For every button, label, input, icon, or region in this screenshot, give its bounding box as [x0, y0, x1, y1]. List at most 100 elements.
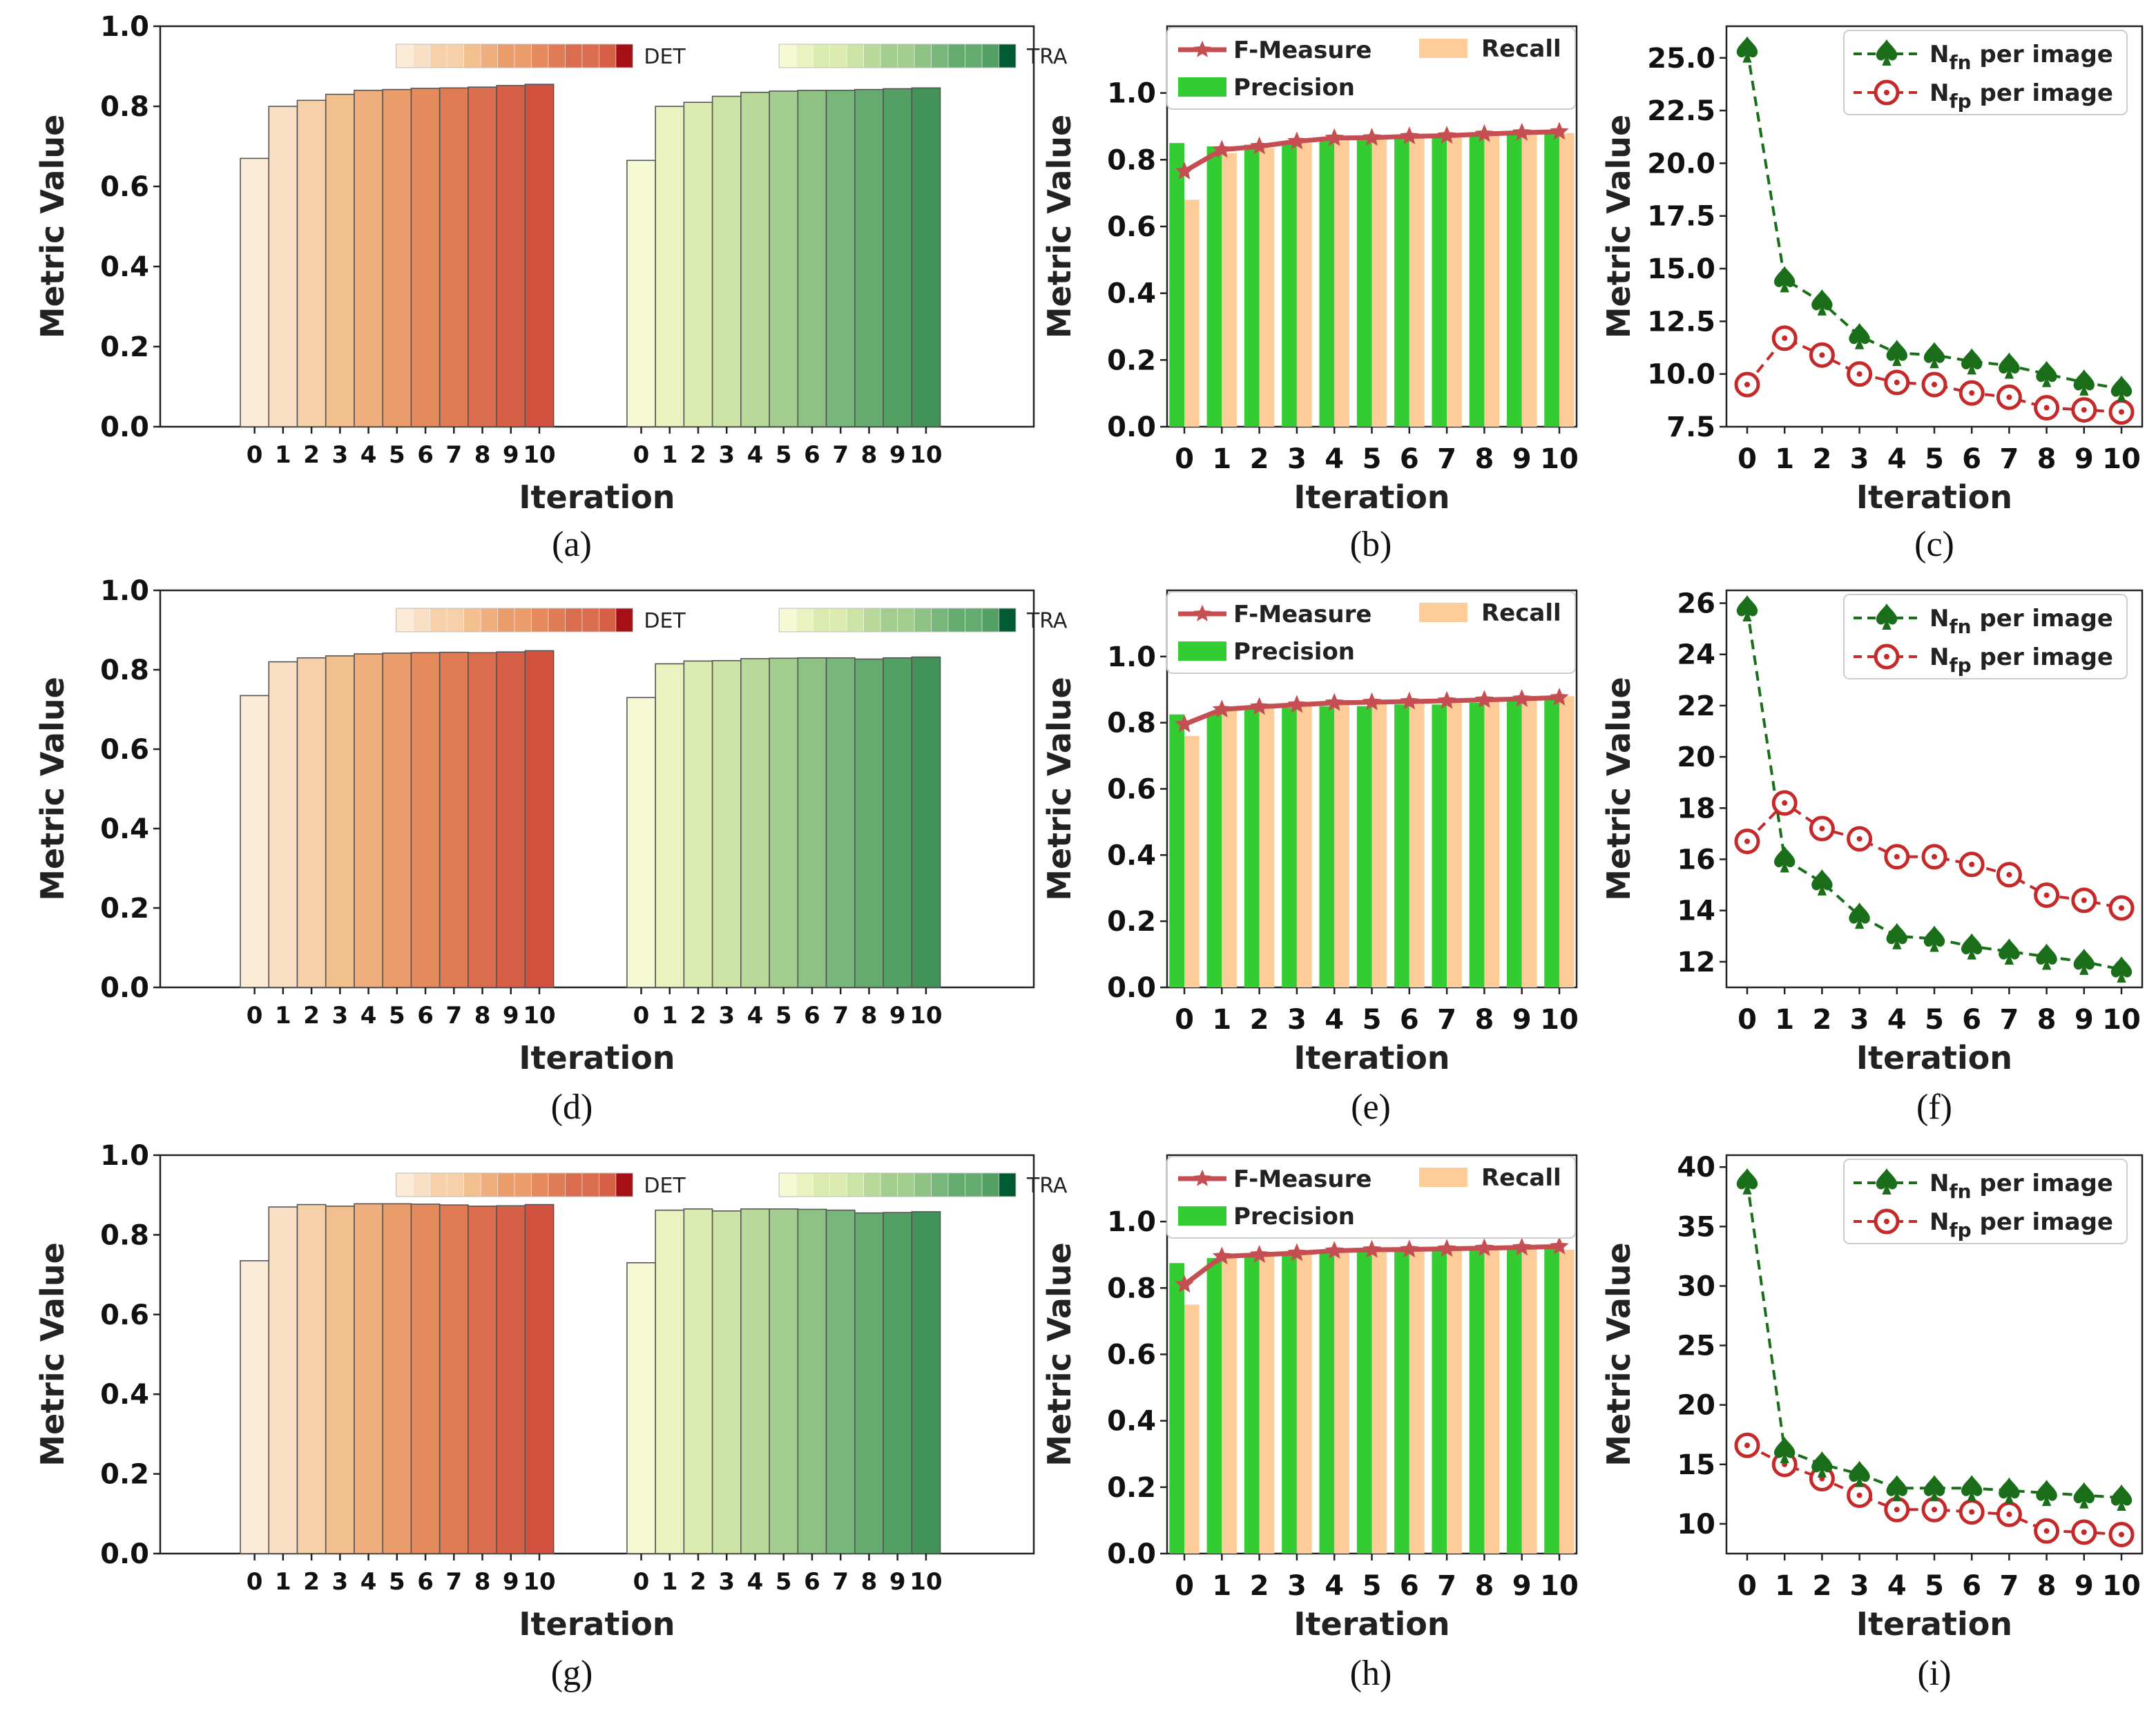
legend-marker-nfp: [1874, 644, 1900, 670]
legend: F-Measure Precision Recall: [1166, 591, 1576, 674]
colorbar-det: DET: [396, 1172, 686, 1198]
bar-tra: [911, 1211, 941, 1554]
colorbar-cell: [914, 1172, 932, 1197]
bar-precision: [1206, 1258, 1222, 1554]
marker-nfn: [1923, 342, 1945, 369]
colorbar-cell: [446, 44, 465, 68]
marker-nfp: [1847, 1482, 1873, 1509]
x-tick-label: 10: [909, 1002, 942, 1030]
bar-det: [325, 1206, 355, 1554]
colorbar-cell: [931, 44, 949, 68]
marker-dot: [1969, 861, 1975, 867]
legend: Nfn per image Nfp per image: [1843, 30, 2128, 115]
marker-f-measure: [1362, 692, 1382, 710]
bar-tra: [711, 95, 742, 427]
marker-nfn: [2073, 948, 2095, 975]
x-tick-label: 6: [804, 441, 820, 469]
x-tick-label: 6: [1962, 443, 1981, 475]
marker-nfn: [2036, 943, 2057, 970]
colorbar-cell: [931, 1172, 949, 1197]
bar-recall: [1184, 1304, 1200, 1554]
colorbar-cell: [480, 44, 499, 68]
colorbar-cell: [999, 44, 1017, 68]
legend-label-f-measure: F-Measure: [1233, 1166, 1371, 1193]
x-tick-label: 6: [804, 1002, 820, 1030]
y-tick-label: 22: [1677, 690, 1715, 722]
colorbar-cell: [531, 1172, 549, 1197]
marker-dot: [2119, 409, 2124, 415]
x-tick-label: 9: [1512, 1004, 1532, 1036]
bar-recall: [1484, 135, 1500, 427]
y-tick-label: 12.5: [1647, 306, 1715, 338]
bar-recall: [1222, 1258, 1238, 1554]
x-tick-label: 10: [523, 1002, 555, 1030]
legend-marker-nfn: [1876, 603, 1898, 630]
marker-nfn: [2036, 360, 2057, 387]
bar-tra: [769, 657, 799, 988]
legend-swatch-recall: [1419, 1168, 1467, 1187]
marker-dot: [2081, 897, 2087, 903]
colorbar-cell: [412, 44, 431, 68]
bar-recall: [1334, 139, 1349, 427]
bar-tra: [854, 1212, 884, 1554]
x-tick-label: 6: [417, 441, 434, 469]
y-axis-title: Metric Value: [34, 1242, 71, 1467]
x-axis-title: Iteration: [1293, 1039, 1450, 1076]
x-tick-label: 4: [360, 1002, 377, 1030]
bar-det: [439, 87, 469, 427]
y-tick-label: 0.2: [100, 1459, 149, 1491]
colorbar-cell: [615, 608, 634, 632]
bar-precision: [1356, 706, 1372, 987]
x-tick-label: 5: [776, 1568, 792, 1596]
legend-label-nfp: Nfp per image: [1929, 79, 2113, 113]
x-tick-label: 6: [1400, 1004, 1419, 1036]
bar-precision: [1469, 702, 1485, 987]
x-tick-label: 9: [2075, 443, 2094, 475]
y-tick-label: 15: [1677, 1449, 1715, 1481]
legend-label-nfp: Nfp per image: [1929, 1208, 2113, 1241]
colorbar-cell: [981, 1172, 1000, 1197]
bar-det: [468, 1206, 497, 1554]
bar-precision: [1319, 706, 1335, 987]
marker-f-measure: [1512, 122, 1532, 141]
x-axis-title: Iteration: [1856, 1039, 2012, 1076]
x-axis-title: Iteration: [519, 1039, 675, 1076]
x-tick-label: 9: [503, 1002, 519, 1030]
marker-dot: [2006, 1511, 2012, 1518]
colorbar-cell: [615, 1172, 634, 1197]
panel-caption: (e): [1351, 1088, 1391, 1127]
colorbar-cell: [446, 1172, 465, 1197]
marker-dot: [2081, 407, 2087, 413]
y-axis-title: Metric Value: [1041, 1242, 1078, 1467]
marker-f-measure: [1362, 128, 1382, 146]
y-tick-label: 17.5: [1647, 201, 1715, 233]
marker-f-measure: [1175, 1275, 1194, 1293]
legend-label-f-measure: F-Measure: [1233, 601, 1371, 628]
bar-recall: [1296, 704, 1312, 987]
marker-nfn: [1886, 340, 1908, 367]
x-tick-label: 8: [474, 441, 491, 469]
colorbar-cell: [880, 1172, 898, 1197]
marker-f-measure: [1400, 1239, 1419, 1258]
bar-det: [410, 1204, 441, 1554]
bar-tra: [655, 106, 685, 427]
bar-precision: [1282, 708, 1297, 987]
y-axis-title: Metric Value: [1041, 677, 1078, 901]
x-tick-label: 1: [275, 441, 291, 469]
colorbar-cell: [778, 1172, 797, 1197]
marker-dot: [1894, 379, 1900, 385]
bar-tra: [883, 88, 913, 427]
x-tick-label: 10: [2102, 1570, 2141, 1602]
y-axis-title: Metric Value: [1041, 115, 1078, 339]
marker-f-measure: [1212, 699, 1231, 718]
bar-tra: [797, 90, 827, 427]
colorbar-cell: [829, 44, 847, 68]
bar-precision: [1244, 1255, 1260, 1554]
marker-nfp: [1884, 844, 1910, 870]
x-tick-label: 2: [690, 1568, 706, 1596]
colorbar-cell: [548, 1172, 566, 1197]
bar-det: [296, 99, 327, 427]
colorbar-label: TRA: [1026, 609, 1068, 633]
marker-nfn: [1849, 902, 1870, 929]
